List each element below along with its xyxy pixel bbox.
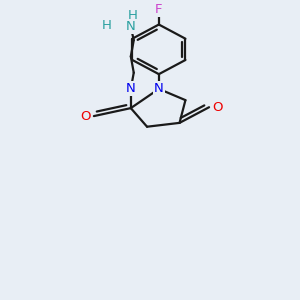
Text: N: N [126, 82, 136, 95]
Text: H: H [102, 19, 112, 32]
Text: H: H [154, 82, 164, 95]
Text: H: H [127, 9, 137, 22]
Text: F: F [155, 3, 163, 16]
Text: N: N [154, 82, 164, 95]
Text: N: N [126, 20, 136, 33]
Text: O: O [213, 101, 223, 114]
Text: O: O [80, 110, 90, 123]
